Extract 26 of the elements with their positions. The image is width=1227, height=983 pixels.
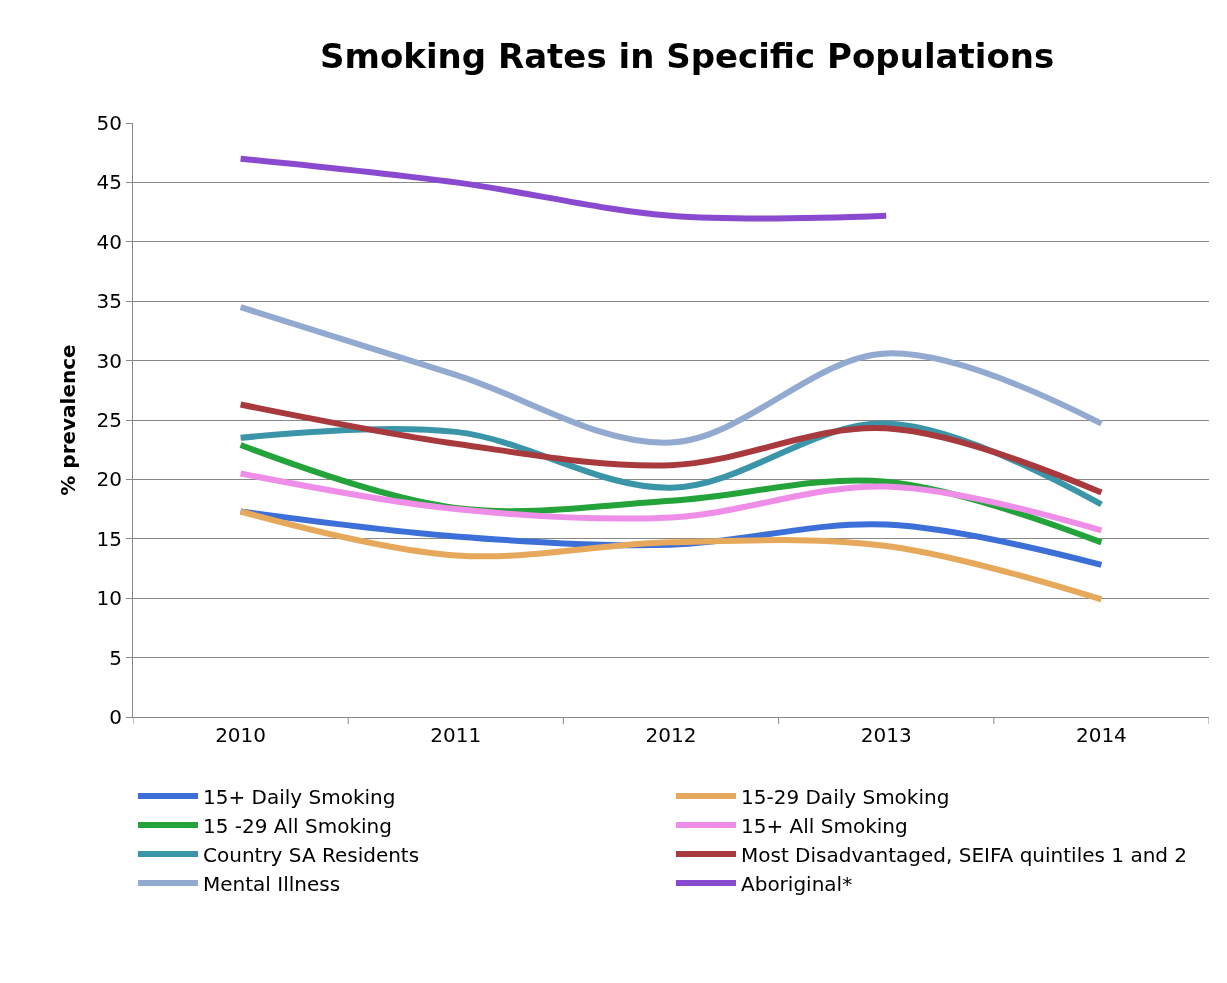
legend-label: 15+ All Smoking [741,813,908,838]
y-tick-label: 5 [109,645,122,670]
legend-label: 15 -29 All Smoking [203,813,392,838]
legend-label: 15-29 Daily Smoking [741,784,950,809]
x-tick-label: 2014 [1075,723,1127,747]
y-tick-label: 20 [96,467,122,492]
y-axis-title: % prevalence [56,344,81,496]
y-tick-label: 40 [96,229,122,254]
x-tick-label: 2011 [430,723,482,747]
legend-label: Most Disadvantaged, SEIFA quintiles 1 and 2 [741,842,1188,867]
x-tick-label: 2010 [215,723,267,747]
y-tick-label: 25 [96,408,122,432]
x-tick-label: 2013 [860,723,912,747]
y-tick-label: 35 [96,289,122,314]
legend-label: Mental Illness [203,871,341,896]
y-tick-label: 10 [96,586,122,611]
legend-label: 15+ Daily Smoking [203,784,396,809]
y-tick-label: 50 [96,111,122,135]
x-tick-label: 2012 [645,723,697,747]
y-tick-label: 45 [96,170,122,195]
y-tick-label: 0 [109,705,122,729]
chart-title: Smoking Rates in Specific Populations [320,36,1055,77]
legend-label: Country SA Residents [203,842,420,867]
y-tick-label: 30 [96,348,122,373]
legend-label: Aboriginal* [741,871,853,896]
y-tick-label: 15 [96,526,122,551]
